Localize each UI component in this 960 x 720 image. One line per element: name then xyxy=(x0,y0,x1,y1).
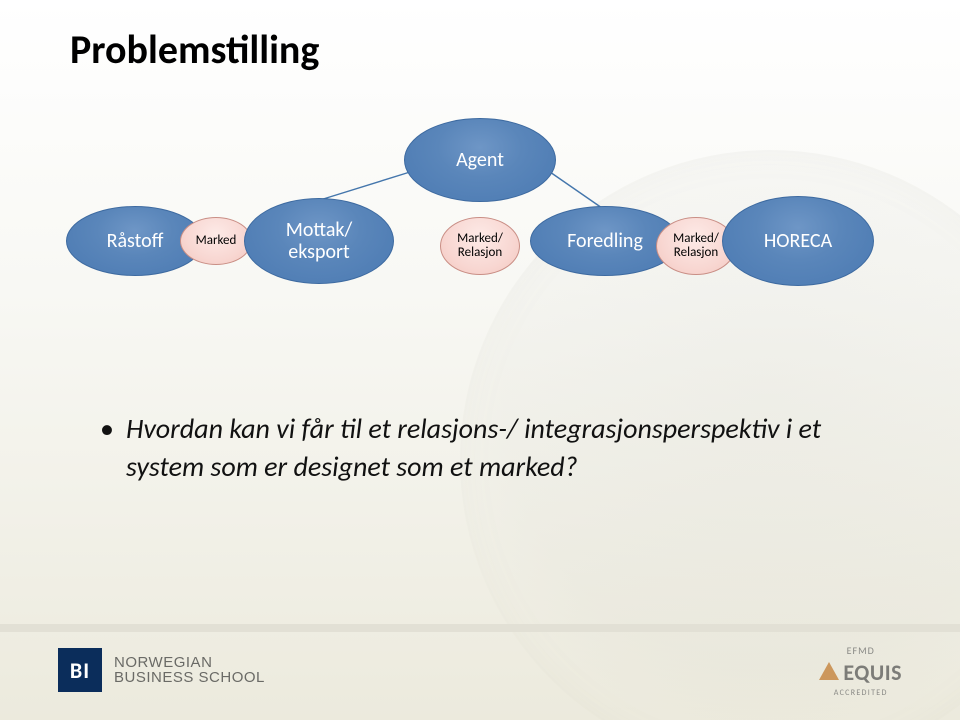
edge-mottak-agent xyxy=(320,172,410,200)
node-horeca: HORECA xyxy=(722,196,874,286)
bi-logo-text: NORWEGIAN BUSINESS SCHOOL xyxy=(114,655,265,685)
bi-line2: BUSINESS SCHOOL xyxy=(114,670,265,685)
node-mottak: Mottak/ eksport xyxy=(244,198,394,284)
footer-band xyxy=(0,624,960,632)
equis-logo: EFMD EQUIS ACCREDITED xyxy=(819,644,902,698)
bullet-item: Hvordan kan vi får til et relasjons-/ in… xyxy=(100,410,860,486)
equis-triangle-icon xyxy=(819,662,839,680)
node-agent: Agent xyxy=(404,118,556,202)
edge-agent-foredling xyxy=(550,172,602,208)
bi-logo: BI NORWEGIAN BUSINESS SCHOOL xyxy=(58,648,265,692)
node-marked1: Marked xyxy=(180,217,252,265)
slide: Problemstilling AgentRåstoffMarkedMottak… xyxy=(0,0,960,720)
bullet-block: Hvordan kan vi får til et relasjons-/ in… xyxy=(100,410,860,486)
equis-mid: EQUIS xyxy=(819,659,902,686)
equis-accredited: ACCREDITED xyxy=(819,688,902,698)
diagram-edges xyxy=(0,0,960,720)
node-markrel1: Marked/ Relasjon xyxy=(440,217,520,275)
bi-mark: BI xyxy=(58,648,102,692)
equis-word: EQUIS xyxy=(843,659,902,686)
equis-efmd: EFMD xyxy=(819,644,902,657)
bi-line1: NORWEGIAN xyxy=(114,655,265,670)
